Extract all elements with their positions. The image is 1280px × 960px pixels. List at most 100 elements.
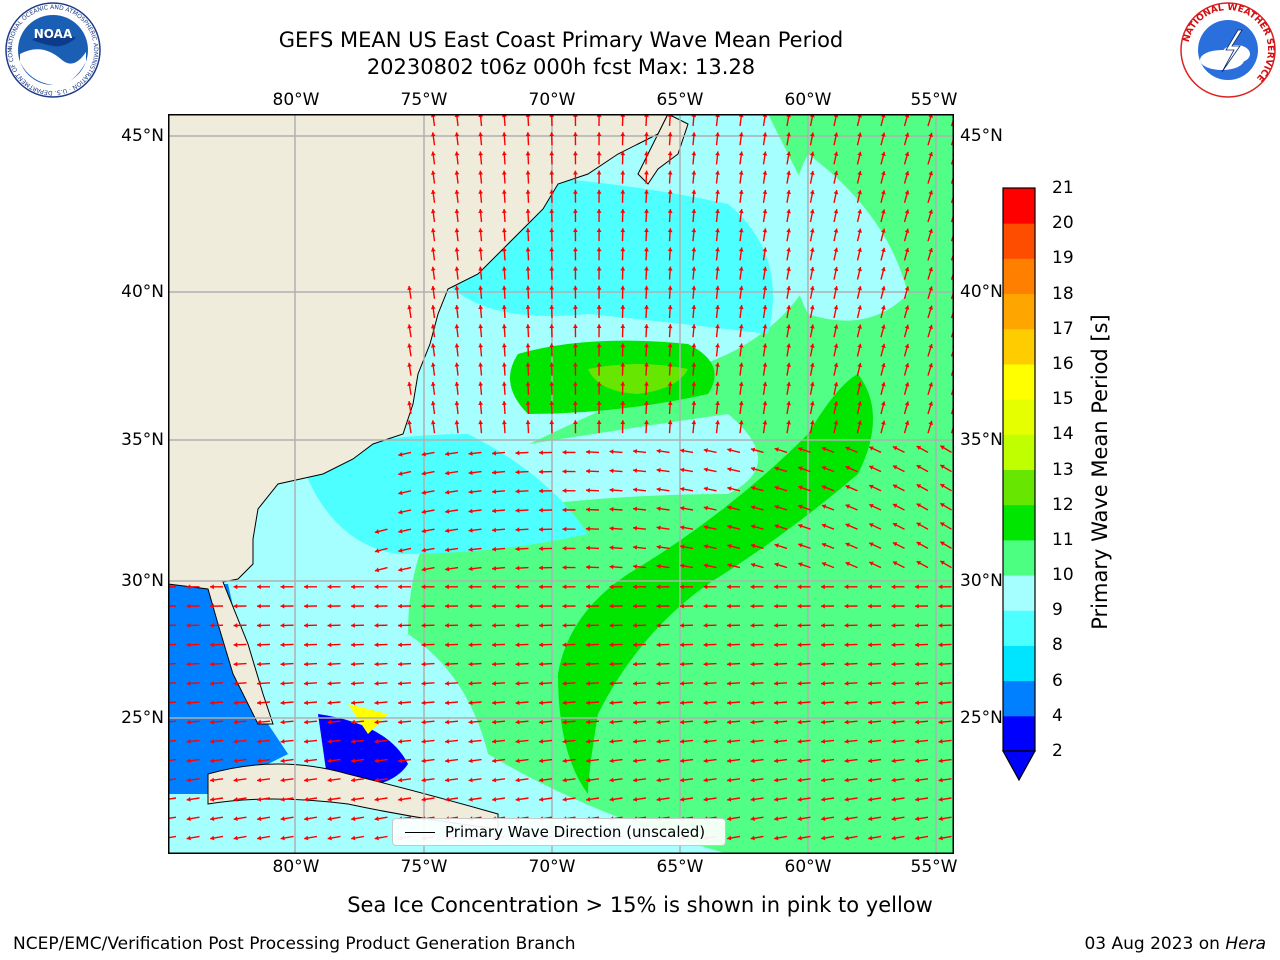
wave-arrow xyxy=(350,642,365,648)
wave-arrow xyxy=(538,488,553,494)
wave-arrow xyxy=(596,228,602,242)
wave-arrow xyxy=(562,758,576,764)
wave-arrow xyxy=(609,681,623,686)
wave-arrow xyxy=(667,132,673,146)
wave-arrow xyxy=(454,209,460,223)
wave-arrow xyxy=(856,420,862,434)
wave-arrow xyxy=(750,447,764,454)
wave-arrow xyxy=(538,700,553,706)
wave-arrow xyxy=(430,170,436,184)
wave-arrow xyxy=(726,603,741,609)
wave-arrow xyxy=(868,777,882,783)
wave-arrow xyxy=(868,796,882,802)
wave-arrow xyxy=(797,777,811,783)
wave-arrow xyxy=(656,719,670,725)
wave-arrow xyxy=(596,266,602,280)
wave-arrow xyxy=(596,362,602,376)
wave-arrow xyxy=(880,228,886,242)
wave-arrow xyxy=(572,400,578,415)
wave-arrow xyxy=(491,584,506,590)
wave-arrow xyxy=(750,505,764,511)
wave-arrow xyxy=(856,343,862,357)
wave-arrow xyxy=(786,151,791,165)
wave-arrow xyxy=(938,796,952,802)
wave-arrow xyxy=(880,170,886,184)
wave-arrow xyxy=(738,381,744,395)
colorbar-tick-label: 8 xyxy=(1052,635,1063,656)
wave-arrow xyxy=(620,208,626,223)
wave-arrow xyxy=(609,642,623,648)
noaa-logo: NATIONAL OCEANIC AND ATMOSPHERIC ADMINIS… xyxy=(2,2,101,98)
wave-arrow xyxy=(257,816,271,822)
wave-arrow xyxy=(691,285,697,299)
wave-arrow xyxy=(797,642,811,648)
wave-arrow xyxy=(680,525,694,530)
wave-arrow xyxy=(656,487,670,492)
wave-arrow xyxy=(538,450,553,456)
wave-arrow xyxy=(421,661,435,667)
wave-arrow xyxy=(939,483,952,492)
wave-arrow xyxy=(938,739,952,744)
wave-arrow xyxy=(938,642,952,648)
wave-arrow xyxy=(715,132,720,146)
wave-arrow xyxy=(397,623,412,628)
wave-arrow xyxy=(691,189,697,203)
wave-arrow xyxy=(256,681,271,686)
wave-arrow xyxy=(454,362,460,376)
wave-arrow xyxy=(820,623,835,628)
wave-arrow xyxy=(549,208,555,223)
wave-arrow xyxy=(421,547,435,553)
wave-arrow xyxy=(491,719,506,725)
wave-arrow xyxy=(703,603,717,609)
wave-arrow xyxy=(821,739,835,744)
wave-arrow xyxy=(430,362,436,376)
wave-arrow xyxy=(478,228,484,242)
wave-arrow xyxy=(644,362,649,376)
colorbar-segments xyxy=(1003,188,1035,752)
wave-arrow xyxy=(168,835,177,839)
wave-arrow xyxy=(280,835,294,841)
lon-label-bottom-80w: 80°W xyxy=(272,857,320,877)
wave-arrow xyxy=(703,544,717,550)
wave-arrow xyxy=(468,796,482,802)
wave-arrow xyxy=(454,266,460,280)
colorbar-tick-label: 11 xyxy=(1052,529,1074,550)
wave-arrow xyxy=(515,469,529,475)
colorbar-tick-label: 14 xyxy=(1052,424,1074,445)
wave-arrow xyxy=(620,151,626,165)
lat-label-left-45n: 45°N xyxy=(121,126,164,146)
wave-arrow xyxy=(644,400,649,415)
wave-arrow xyxy=(914,623,929,628)
wave-arrow xyxy=(891,796,905,802)
wave-arrow xyxy=(726,719,741,725)
wave-arrow xyxy=(515,527,529,533)
wave-arrow xyxy=(691,132,697,146)
wave-arrow xyxy=(596,285,602,299)
wave-arrow xyxy=(609,719,623,725)
wave-arrow xyxy=(891,584,905,590)
wave-arrow xyxy=(927,362,933,376)
wave-arrow xyxy=(762,151,768,165)
wave-arrow xyxy=(525,228,531,242)
wave-arrow xyxy=(445,509,459,514)
wave-arrow xyxy=(468,623,482,628)
wave-arrow xyxy=(820,661,835,667)
wave-arrow xyxy=(680,486,694,492)
wave-arrow xyxy=(903,170,910,184)
lon-label-top-65w: 65°W xyxy=(656,90,704,110)
wave-arrow xyxy=(491,508,506,514)
wave-arrow xyxy=(727,777,741,783)
colorbar-axis-label: Primary Wave Mean Period [s] xyxy=(1088,314,1112,630)
wave-arrow xyxy=(586,758,600,764)
wave-arrow xyxy=(538,584,553,590)
wave-arrow xyxy=(821,542,835,550)
period-band-11-12 xyxy=(588,364,688,394)
wave-arrow xyxy=(727,486,741,492)
wave-arrow xyxy=(891,758,905,764)
map-plot xyxy=(168,114,954,854)
wave-arrow xyxy=(656,758,670,764)
wave-arrow xyxy=(280,796,294,802)
wave-arrow xyxy=(374,835,388,841)
wave-arrow xyxy=(525,304,531,319)
wave-arrow xyxy=(501,189,507,203)
